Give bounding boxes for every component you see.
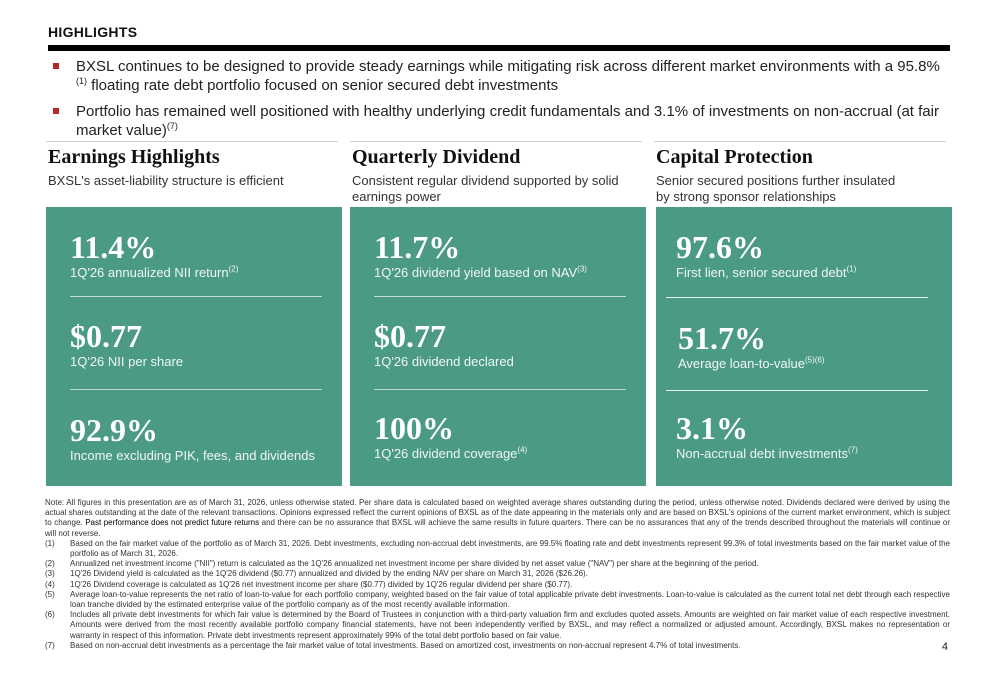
metric-divider [666,390,928,391]
metric: $0.77 1Q'26 dividend declared [374,318,514,370]
footnote-item: (3) 1Q'26 Dividend yield is calculated as… [45,569,588,579]
column-title: Capital Protection [656,146,813,168]
highlight-bullets: BXSL continues to be designed to provide… [48,57,950,147]
metric-value: 92.9% [70,412,158,448]
bullet-text: Portfolio has remained well positioned w… [76,103,939,139]
bullet-item: BXSL continues to be designed to provide… [48,57,950,95]
footnote-item: (7) Based on non-accrual debt investments… [45,640,741,650]
column-subtitle: BXSL's asset-liability structure is effi… [48,173,284,188]
metric-label: 1Q'26 dividend declared [374,354,514,369]
metric-label: First lien, senior secured debt(1) [676,264,857,280]
bullet-text: BXSL continues to be designed to provide… [76,58,940,75]
metric-label: Average loan-to-value(5)(6) [678,355,825,371]
bullet-square-icon [53,108,59,114]
metric-label: Income excluding PIK, fees, and dividend… [70,448,315,463]
metric: 11.7% 1Q'26 dividend yield based on NAV(… [374,229,587,281]
footnote-item: (5) Average loan-to-value represents the … [45,589,950,610]
footnote-item: (1) Based on the fair market value of the… [45,538,950,559]
column-title: Earnings Highlights [48,146,220,168]
footnote-ref: (5)(6) [804,355,825,365]
metric: 11.4% 1Q'26 annualized NII return(2) [70,229,238,281]
metric: 100% 1Q'26 dividend coverage(4) [374,410,527,462]
metric: 92.9% Income excluding PIK, fees, and di… [70,412,315,464]
metric-value: 97.6% [676,229,764,265]
bullet-item: Portfolio has remained well positioned w… [48,102,950,140]
footnote-item: (4) 1Q'26 Dividend coverage is calculated… [45,579,573,589]
footnote-ref: (7) [166,121,178,131]
metric-value: 11.7% [374,229,461,265]
column-subtitle: Senior secured positions further insulat… [656,173,896,204]
metric-divider [374,389,626,390]
metric-divider [374,296,626,297]
metric-divider [70,389,322,390]
footnote-ref: (1) [846,264,857,274]
footnote-item: (6) Includes all private debt investments… [45,610,950,640]
column-subtitle: Consistent regular dividend supported by… [352,173,619,204]
capital-panel: 97.6% First lien, senior secured debt(1)… [656,207,952,486]
bullet-square-icon [53,63,59,69]
footnote-item: (2) Annualized net investment income ("NI… [45,559,759,569]
dividend-panel: 11.7% 1Q'26 dividend yield based on NAV(… [350,207,646,486]
footnote-ref: (1) [76,76,87,86]
footnote-ref: (3) [577,264,587,274]
metric: 51.7% Average loan-to-value(5)(6) [678,320,825,372]
metric-label: Non-accrual debt investments(7) [676,445,858,461]
metric: 97.6% First lien, senior secured debt(1) [676,229,856,281]
metric-divider [666,297,928,298]
column-top-rule [350,141,642,142]
column-top-rule [46,141,338,142]
footnote-intro: Note: All figures in this presentation a… [45,498,950,538]
footnote-ref: (4) [517,445,528,455]
footnote-ref: (2) [228,264,239,274]
metric-label: 1Q'26 annualized NII return(2) [70,264,239,280]
metric-value: $0.77 [374,318,446,354]
header-rule [48,45,950,51]
column-title: Quarterly Dividend [352,146,521,168]
column-top-rule [654,141,946,142]
metric: 3.1% Non-accrual debt investments(7) [676,410,858,462]
metric-value: 51.7% [678,320,766,356]
metric-label: 1Q'26 dividend coverage(4) [374,445,528,461]
metric-value: 11.4% [70,229,157,265]
metric: $0.77 1Q'26 NII per share [70,318,183,370]
metric-value: 100% [374,410,454,446]
page-number: 4 [941,641,948,653]
metric-label: 1Q'26 NII per share [70,354,184,369]
metric-divider [70,296,322,297]
earnings-panel: 11.4% 1Q'26 annualized NII return(2) $0.… [46,207,342,486]
page-title: HIGHLIGHTS [48,24,138,40]
footnotes: Note: All figures in this presentation a… [45,498,950,651]
metric-value: $0.77 [70,318,142,354]
metric-value: 3.1% [676,410,748,446]
past-performance-disclaimer: Past performance does not predict future… [85,518,260,528]
footnote-ref: (7) [847,445,858,455]
bullet-text-cont: floating rate debt portfolio focused on … [87,77,559,94]
metric-label: 1Q'26 dividend yield based on NAV(3) [374,264,587,280]
